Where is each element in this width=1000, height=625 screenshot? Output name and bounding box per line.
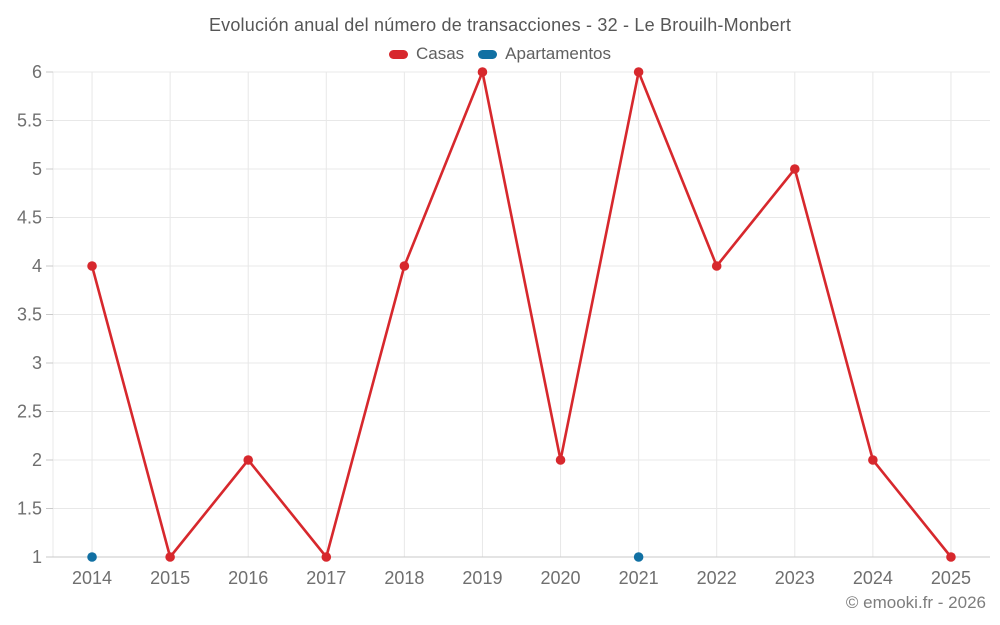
data-point[interactable] [399, 261, 410, 271]
y-tick-label: 2.5 [17, 402, 42, 422]
x-tick-label: 2020 [541, 568, 581, 588]
x-tick-label: 2016 [228, 568, 268, 588]
x-tick-label: 2017 [306, 568, 346, 588]
y-tick-label: 3 [32, 353, 42, 373]
data-point[interactable] [789, 164, 800, 174]
legend-swatch-apartamentos [478, 49, 498, 59]
series-line [90, 70, 953, 559]
legend-label-casas: Casas [415, 44, 465, 63]
y-tick-label: 5 [32, 159, 42, 179]
data-point[interactable] [555, 455, 566, 465]
y-tick-label: 6 [32, 62, 42, 82]
series-casas [87, 67, 956, 562]
data-point[interactable] [946, 552, 956, 562]
chart-title: Evolución anual del número de transaccio… [208, 15, 792, 35]
copyright-footer: © emooki.fr - 2026 [845, 593, 986, 612]
x-tick-label: 2022 [697, 568, 737, 588]
x-tick-label: 2019 [462, 568, 502, 588]
axes [46, 71, 990, 558]
y-tick-label: 1 [32, 547, 42, 567]
x-tick-label: 2021 [619, 568, 659, 588]
y-tick-label: 4 [32, 256, 42, 276]
x-tick-label: 2023 [775, 568, 815, 588]
x-tick-label: 2018 [384, 568, 424, 588]
legend-item-apartamentos[interactable]: Apartamentos [478, 44, 611, 64]
legend-label-apartamentos: Apartamentos [505, 44, 612, 63]
data-point[interactable] [477, 67, 488, 77]
data-point[interactable] [633, 67, 644, 77]
series-apartamentos [87, 552, 644, 562]
legend-item-casas[interactable]: Casas [388, 44, 465, 64]
data-point[interactable] [243, 455, 254, 465]
legend: Casas Apartamentos [0, 44, 1000, 64]
data-point[interactable] [711, 261, 722, 271]
x-tick-label: 2024 [853, 568, 893, 588]
data-point[interactable] [321, 552, 332, 562]
gridlines [52, 71, 990, 557]
data-point[interactable] [868, 455, 878, 465]
x-tick-label: 2025 [931, 568, 971, 588]
axis-labels: 6 5.5 5 4.5 4 3.5 3 2.5 2 1.5 1 2014 2015 2016 2017 201… [17, 62, 971, 588]
y-tick-label: 1.5 [17, 499, 42, 519]
y-tick-label: 3.5 [17, 305, 42, 325]
y-tick-label: 4.5 [17, 208, 42, 228]
series [87, 67, 956, 562]
y-tick-label: 5.5 [17, 111, 42, 131]
y-tick-label: 2 [32, 450, 42, 470]
data-point[interactable] [165, 552, 175, 562]
data-point[interactable] [87, 552, 97, 562]
x-tick-label: 2015 [150, 568, 190, 588]
data-point[interactable] [87, 261, 97, 271]
legend-swatch-casas [388, 49, 408, 59]
data-point[interactable] [633, 552, 644, 562]
x-tick-label: 2014 [72, 568, 112, 588]
